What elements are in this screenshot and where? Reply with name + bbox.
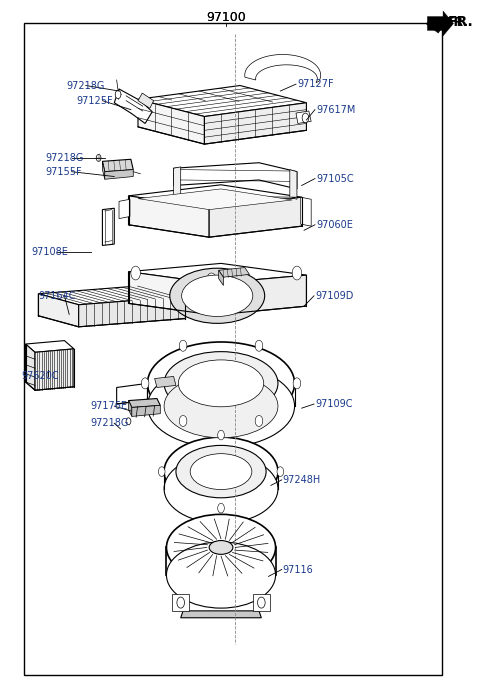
Polygon shape [38, 286, 185, 304]
Polygon shape [105, 170, 133, 179]
Bar [24, 24, 442, 675]
Circle shape [255, 341, 263, 351]
Polygon shape [172, 594, 189, 611]
Circle shape [218, 503, 224, 513]
Ellipse shape [209, 541, 233, 555]
Circle shape [207, 273, 216, 287]
Polygon shape [129, 400, 132, 416]
Polygon shape [35, 349, 74, 391]
Polygon shape [219, 270, 223, 286]
Ellipse shape [164, 352, 278, 415]
Circle shape [179, 341, 187, 351]
Polygon shape [117, 384, 147, 404]
Text: FR.: FR. [448, 15, 473, 29]
Polygon shape [129, 263, 306, 284]
Polygon shape [174, 167, 180, 197]
Text: 97109D: 97109D [315, 291, 353, 301]
Text: 97127F: 97127F [297, 79, 334, 89]
Polygon shape [138, 189, 292, 210]
Polygon shape [138, 99, 204, 144]
Polygon shape [38, 294, 79, 327]
Polygon shape [174, 163, 297, 189]
Polygon shape [180, 611, 261, 618]
Text: 97108E: 97108E [31, 247, 68, 257]
Polygon shape [209, 197, 301, 237]
Text: 97218G: 97218G [67, 81, 105, 90]
Circle shape [258, 597, 265, 608]
Text: FR.: FR. [446, 15, 469, 28]
Ellipse shape [179, 360, 264, 407]
Ellipse shape [167, 542, 276, 608]
Polygon shape [129, 272, 214, 315]
Polygon shape [79, 297, 185, 327]
Polygon shape [102, 159, 133, 172]
Circle shape [302, 113, 309, 123]
Circle shape [131, 266, 140, 280]
Polygon shape [129, 185, 301, 208]
Polygon shape [132, 405, 160, 416]
Text: 97125F: 97125F [76, 96, 113, 106]
Circle shape [293, 378, 301, 389]
Text: 97617M: 97617M [316, 105, 355, 115]
Text: 97100: 97100 [206, 11, 246, 24]
Polygon shape [219, 268, 250, 277]
Circle shape [115, 90, 121, 99]
Text: 97248H: 97248H [283, 475, 321, 485]
Polygon shape [427, 11, 454, 36]
Text: 97105C: 97105C [316, 174, 354, 183]
Circle shape [218, 430, 224, 440]
Text: 97164C: 97164C [38, 291, 76, 301]
Ellipse shape [170, 268, 264, 323]
Polygon shape [138, 85, 306, 117]
Polygon shape [129, 196, 209, 237]
Polygon shape [155, 377, 176, 388]
Polygon shape [214, 275, 306, 315]
Text: 97100: 97100 [206, 11, 246, 24]
Circle shape [277, 467, 284, 477]
Polygon shape [25, 341, 74, 352]
Polygon shape [25, 344, 35, 391]
Text: 97155F: 97155F [46, 167, 82, 177]
Ellipse shape [167, 514, 276, 580]
Circle shape [158, 467, 165, 477]
Ellipse shape [181, 275, 253, 316]
Ellipse shape [147, 342, 295, 425]
Ellipse shape [164, 455, 278, 523]
Polygon shape [174, 196, 297, 199]
Polygon shape [426, 19, 442, 33]
Text: 97109C: 97109C [315, 399, 352, 409]
Polygon shape [204, 103, 306, 144]
Polygon shape [138, 93, 154, 108]
Polygon shape [119, 199, 130, 218]
Text: 97176E: 97176E [91, 401, 128, 411]
Circle shape [126, 418, 131, 425]
Text: 97060E: 97060E [316, 220, 353, 230]
Circle shape [141, 378, 149, 389]
Text: 97218G: 97218G [46, 153, 84, 163]
Ellipse shape [164, 437, 278, 506]
Polygon shape [245, 54, 321, 83]
Circle shape [179, 416, 187, 427]
Ellipse shape [176, 445, 266, 498]
Ellipse shape [147, 365, 295, 448]
Circle shape [177, 597, 184, 608]
Circle shape [96, 154, 101, 161]
Polygon shape [301, 197, 311, 226]
Polygon shape [114, 89, 152, 124]
Text: 97620C: 97620C [22, 371, 60, 382]
Ellipse shape [190, 454, 252, 489]
Circle shape [292, 266, 301, 280]
Polygon shape [296, 111, 311, 124]
Ellipse shape [164, 375, 278, 438]
Polygon shape [102, 161, 105, 179]
Polygon shape [102, 208, 114, 245]
Circle shape [255, 416, 263, 427]
Polygon shape [253, 594, 270, 611]
Polygon shape [129, 398, 160, 407]
Polygon shape [290, 170, 297, 199]
Text: 97116: 97116 [283, 564, 313, 575]
Text: 97218G: 97218G [91, 418, 129, 428]
